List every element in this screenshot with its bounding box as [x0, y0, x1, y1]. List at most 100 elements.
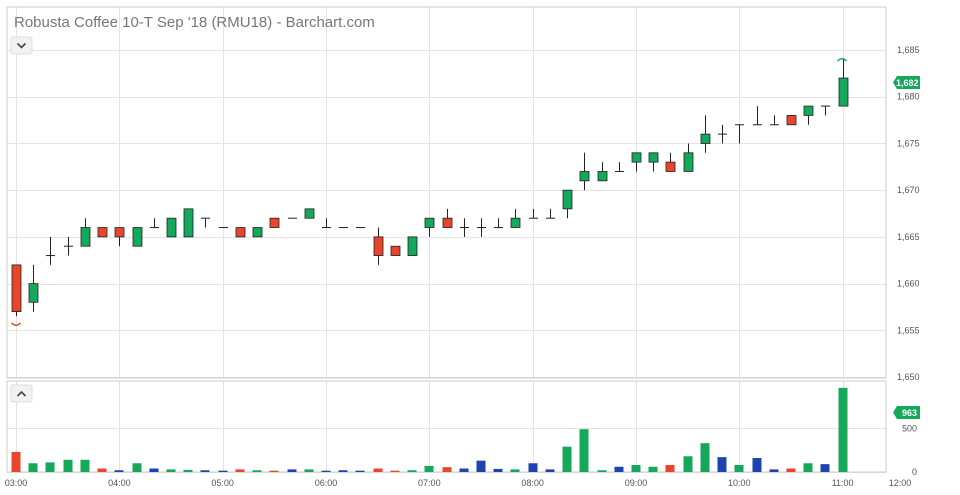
volume-bar	[132, 463, 142, 472]
last-price-tag: 1,682	[893, 76, 920, 89]
volume-bar	[493, 468, 503, 472]
candle	[803, 105, 814, 125]
volume-bar	[459, 468, 469, 472]
candle-body	[562, 189, 573, 210]
volume-bar	[45, 462, 55, 472]
candle	[442, 208, 453, 228]
candle	[665, 152, 676, 172]
price-tick-label: 1,665	[897, 232, 920, 242]
candle-body	[114, 227, 125, 238]
volume-bar	[321, 470, 331, 472]
candle	[201, 217, 210, 228]
volume-bar	[304, 469, 314, 472]
candle	[562, 189, 573, 219]
time-axis: 03:00 04:00 05:00 06:00 07:00 08:00 09:00 10:00…	[5, 478, 912, 488]
candle	[786, 115, 797, 126]
price-tick-label: 1,670	[897, 185, 920, 195]
candle	[718, 124, 727, 144]
time-tick-label: 11:00	[832, 478, 854, 488]
volume-bar	[631, 465, 641, 472]
volume-series	[11, 387, 848, 472]
candle-body	[235, 227, 246, 238]
price-tick-label: 1,660	[897, 279, 920, 289]
candle	[735, 124, 744, 144]
volume-bar	[373, 468, 383, 472]
candle	[150, 218, 159, 229]
last-price-label: 1,682	[896, 78, 919, 88]
volume-bar	[700, 443, 710, 472]
volume-bar	[510, 469, 520, 472]
candle	[477, 218, 486, 237]
candle	[114, 227, 125, 247]
session-high-marker	[837, 58, 847, 62]
time-tick-label: 06:00	[315, 478, 338, 488]
candle	[373, 227, 384, 265]
candle-body	[803, 105, 814, 116]
candlestick-series	[11, 59, 849, 317]
last-volume-label: 963	[902, 408, 917, 418]
time-tick-label: 08:00	[521, 478, 544, 488]
volume-bar	[338, 470, 348, 472]
volume-bar	[183, 469, 193, 472]
volume-bar	[734, 465, 744, 472]
collapse-volume-button[interactable]	[10, 384, 33, 403]
candle-body	[442, 217, 453, 228]
volume-bar	[442, 467, 452, 472]
candle-body	[700, 133, 711, 144]
volume-bar	[786, 468, 796, 472]
candle-body	[183, 208, 194, 238]
candle-body	[683, 152, 694, 172]
volume-bar	[476, 460, 486, 472]
candle	[700, 115, 711, 153]
session-low-marker	[11, 322, 21, 326]
volume-bar	[149, 468, 159, 472]
candle	[753, 106, 762, 126]
candle	[494, 218, 503, 229]
candle	[322, 218, 331, 229]
candle	[424, 217, 435, 237]
chevron-down-icon	[16, 42, 27, 49]
volume-bar	[665, 465, 675, 472]
volume-bar	[752, 458, 762, 472]
candle	[28, 264, 39, 312]
candle	[648, 152, 659, 172]
candle-body	[838, 77, 849, 107]
volume-bar	[28, 463, 38, 472]
volume-tick-label: 500	[902, 423, 917, 433]
candle-body	[631, 152, 642, 163]
volume-bar	[597, 470, 607, 472]
candle-body	[80, 227, 91, 247]
candle-body	[269, 217, 280, 228]
time-tick-label: 07:00	[418, 478, 441, 488]
collapse-price-button[interactable]	[10, 36, 33, 55]
candle	[770, 115, 779, 126]
volume-bar	[235, 469, 245, 472]
chevron-up-icon	[16, 390, 27, 397]
last-volume-tag: 963	[893, 406, 920, 419]
candle-body	[579, 171, 590, 182]
time-tick-label: 12:00	[889, 478, 912, 488]
volume-bar	[11, 451, 21, 472]
volume-bar	[838, 387, 848, 472]
candle	[269, 217, 280, 228]
price-tick-label: 1,685	[897, 45, 920, 55]
candle	[132, 227, 143, 247]
time-tick-label: 04:00	[108, 478, 131, 488]
candle	[631, 152, 642, 172]
volume-bar	[200, 470, 210, 472]
candle	[390, 245, 401, 256]
candle-body	[132, 227, 143, 247]
candle-body	[11, 264, 22, 313]
volume-bar	[528, 463, 538, 472]
candle	[546, 208, 555, 219]
volume-bar	[562, 446, 572, 472]
candle	[407, 236, 418, 256]
candle-body	[597, 171, 608, 182]
candle-body	[510, 217, 521, 228]
candle	[683, 143, 694, 172]
volume-bar	[355, 470, 365, 472]
candle-body	[97, 227, 108, 238]
candle	[252, 227, 263, 238]
candle	[97, 227, 108, 238]
